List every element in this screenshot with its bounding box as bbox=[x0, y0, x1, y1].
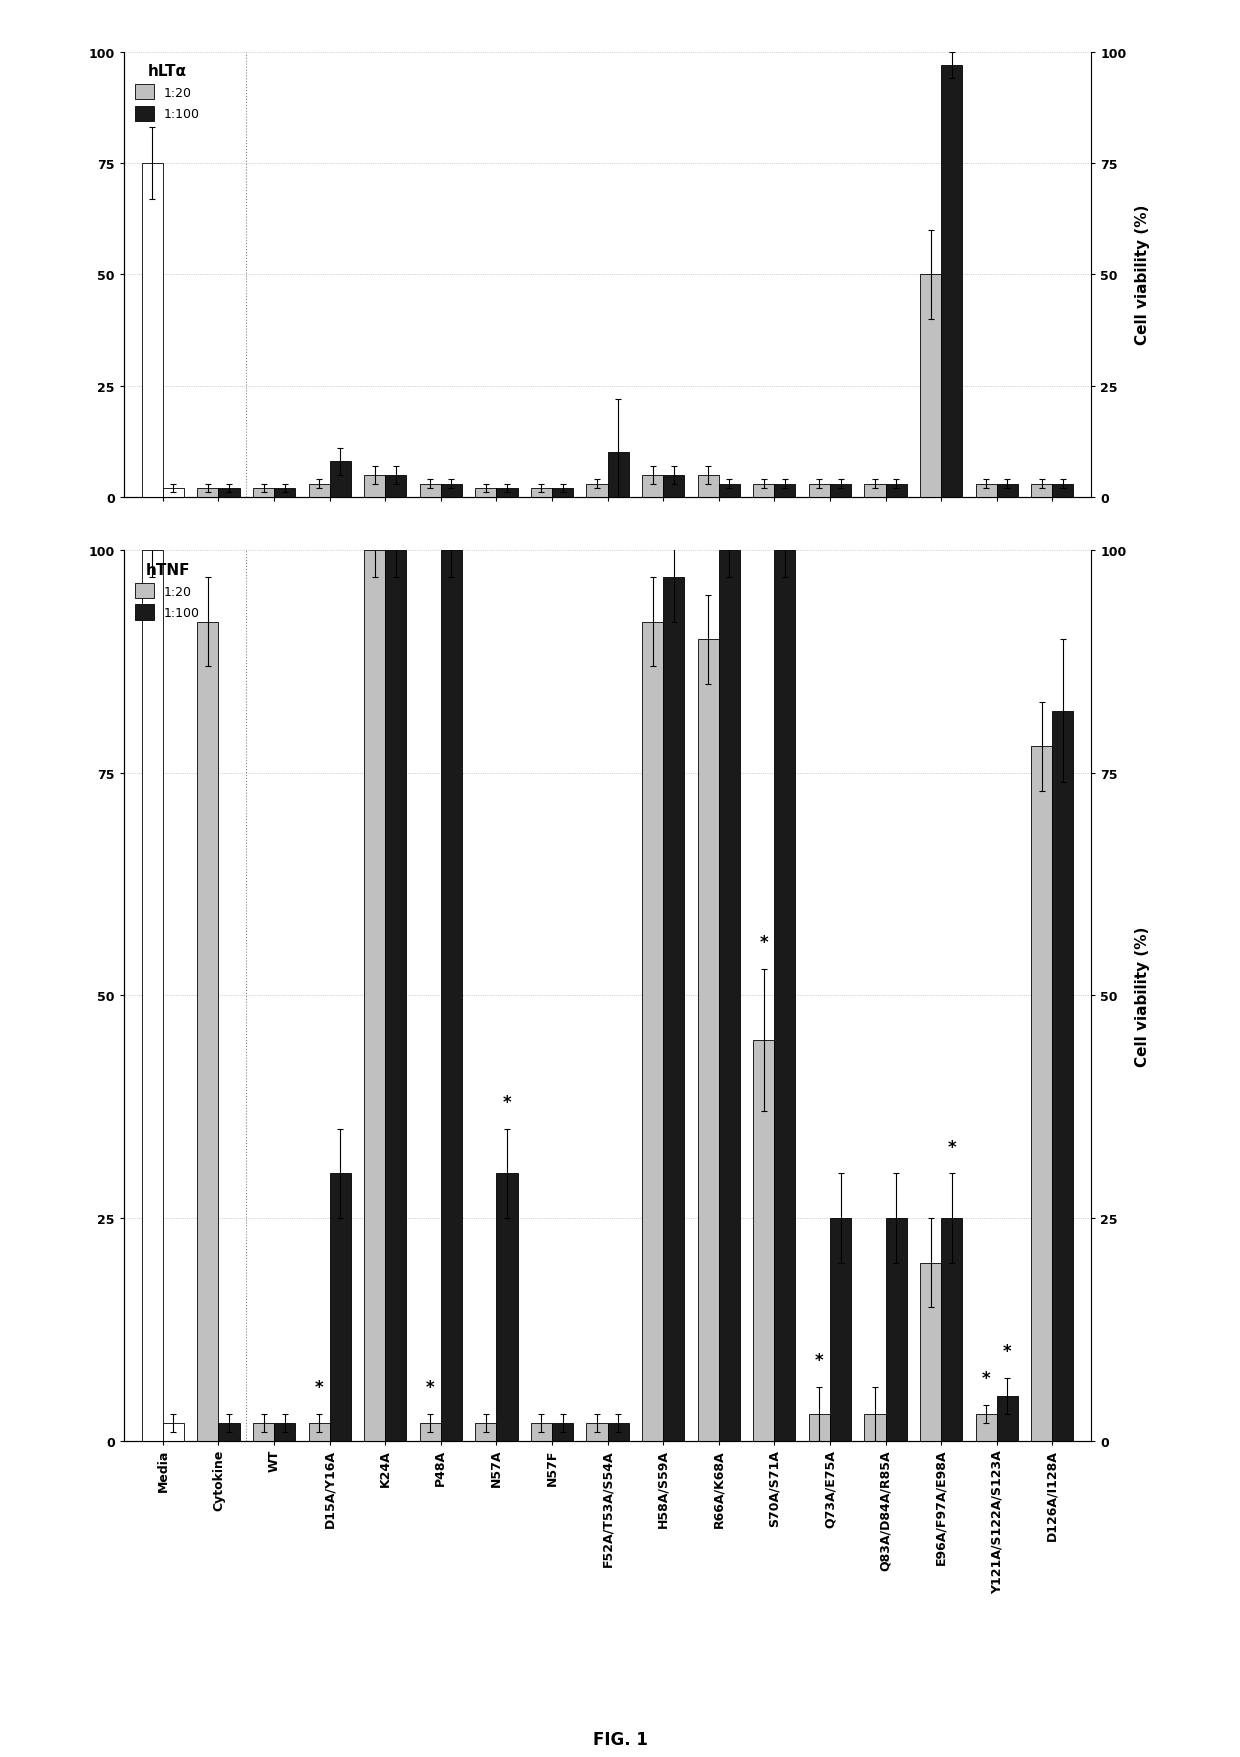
Bar bbox=[475, 1423, 496, 1441]
Bar bbox=[885, 1218, 906, 1441]
Bar bbox=[808, 1414, 830, 1441]
Text: *: * bbox=[759, 933, 768, 951]
Text: *: * bbox=[315, 1377, 324, 1397]
Text: *: * bbox=[1003, 1342, 1012, 1360]
Bar bbox=[941, 1218, 962, 1441]
Bar bbox=[365, 476, 386, 497]
Bar bbox=[864, 1414, 885, 1441]
Bar bbox=[976, 1414, 997, 1441]
Bar bbox=[719, 485, 740, 497]
Bar bbox=[218, 1423, 239, 1441]
Bar bbox=[920, 1263, 941, 1441]
Text: *: * bbox=[815, 1351, 823, 1369]
Bar bbox=[330, 462, 351, 497]
Bar bbox=[531, 488, 552, 497]
Bar bbox=[663, 476, 684, 497]
Bar bbox=[774, 485, 796, 497]
Bar bbox=[441, 552, 463, 1441]
Bar bbox=[753, 485, 774, 497]
Bar bbox=[552, 1423, 573, 1441]
Bar bbox=[587, 485, 608, 497]
Bar bbox=[608, 453, 629, 497]
Bar bbox=[475, 488, 496, 497]
Bar bbox=[419, 485, 441, 497]
Bar bbox=[719, 552, 740, 1441]
Bar bbox=[587, 1423, 608, 1441]
Bar bbox=[830, 485, 851, 497]
Bar bbox=[1053, 485, 1074, 497]
Bar bbox=[976, 485, 997, 497]
Bar bbox=[774, 552, 796, 1441]
Bar bbox=[253, 488, 274, 497]
Bar bbox=[997, 485, 1018, 497]
Bar bbox=[920, 276, 941, 497]
Text: *: * bbox=[427, 1377, 434, 1397]
Bar bbox=[274, 1423, 295, 1441]
Bar bbox=[330, 1174, 351, 1441]
Y-axis label: Cell viability (%): Cell viability (%) bbox=[1135, 206, 1149, 346]
Bar bbox=[386, 552, 407, 1441]
Y-axis label: Cell viability (%): Cell viability (%) bbox=[1135, 926, 1149, 1066]
Bar bbox=[162, 488, 184, 497]
Bar bbox=[1053, 712, 1074, 1441]
Bar bbox=[309, 1423, 330, 1441]
Bar bbox=[1032, 485, 1053, 497]
Bar bbox=[997, 1397, 1018, 1441]
Bar bbox=[162, 1423, 184, 1441]
Bar bbox=[309, 485, 330, 497]
Bar bbox=[496, 488, 517, 497]
Bar bbox=[197, 488, 218, 497]
Bar bbox=[698, 476, 719, 497]
Bar bbox=[552, 488, 573, 497]
Bar bbox=[1032, 747, 1053, 1441]
Bar bbox=[608, 1423, 629, 1441]
Bar bbox=[441, 485, 463, 497]
Bar bbox=[386, 476, 407, 497]
Bar bbox=[753, 1040, 774, 1441]
Text: *: * bbox=[502, 1093, 511, 1112]
Legend: 1:20, 1:100: 1:20, 1:100 bbox=[130, 60, 205, 127]
Bar bbox=[218, 488, 239, 497]
Text: *: * bbox=[982, 1369, 991, 1388]
Bar bbox=[365, 552, 386, 1441]
Bar bbox=[419, 1423, 441, 1441]
Bar bbox=[496, 1174, 517, 1441]
Bar bbox=[141, 552, 162, 1441]
Text: *: * bbox=[947, 1139, 956, 1156]
Bar bbox=[253, 1423, 274, 1441]
Bar bbox=[941, 67, 962, 497]
Bar bbox=[642, 622, 663, 1441]
Text: FIG. 1: FIG. 1 bbox=[593, 1731, 647, 1748]
Legend: 1:20, 1:100: 1:20, 1:100 bbox=[130, 557, 205, 625]
Bar bbox=[663, 578, 684, 1441]
Bar bbox=[698, 640, 719, 1441]
Bar bbox=[830, 1218, 851, 1441]
Bar bbox=[141, 163, 162, 497]
Bar bbox=[197, 622, 218, 1441]
Bar bbox=[274, 488, 295, 497]
Bar bbox=[864, 485, 885, 497]
Bar bbox=[531, 1423, 552, 1441]
Bar bbox=[642, 476, 663, 497]
Bar bbox=[885, 485, 906, 497]
Bar bbox=[808, 485, 830, 497]
